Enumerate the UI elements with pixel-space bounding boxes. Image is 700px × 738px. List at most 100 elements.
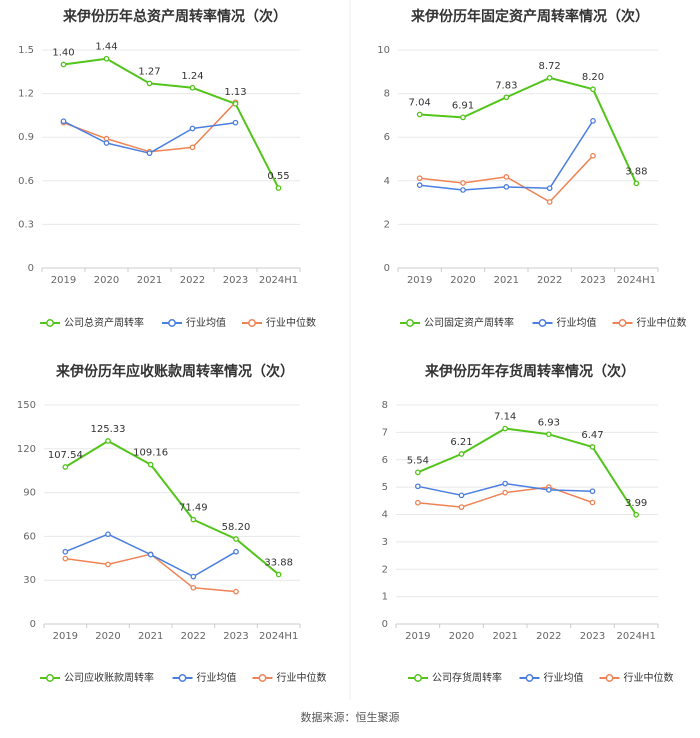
data-point-company — [147, 461, 154, 468]
data-label: 1.44 — [95, 42, 117, 53]
data-label: 1.13 — [224, 87, 246, 98]
data-source: 数据来源：恒生聚源 — [300, 711, 400, 724]
data-point-company — [545, 431, 552, 438]
y-tick-label: 2 — [382, 564, 388, 575]
data-point-avg — [60, 118, 67, 125]
data-point-company — [146, 80, 153, 87]
data-label: 125.33 — [91, 424, 126, 435]
y-tick-label: 6 — [382, 455, 388, 466]
x-tick-label: 2021 — [137, 275, 162, 286]
data-point-median — [62, 555, 69, 562]
data-point-company — [232, 100, 239, 107]
data-point-avg — [105, 531, 111, 538]
data-point-avg — [146, 150, 153, 157]
legend-label-company: 公司存货周转率 — [432, 671, 502, 684]
legend-marker-avg — [168, 319, 176, 327]
data-point-median — [233, 588, 239, 595]
series-line-median — [63, 101, 237, 153]
x-tick-label: 2021 — [492, 631, 517, 642]
legend-marker-company — [46, 674, 54, 682]
y-tick-label: 1.5 — [18, 45, 34, 56]
data-label: 33.88 — [264, 558, 293, 569]
data-label: 71.49 — [179, 503, 208, 514]
data-point-median — [190, 584, 197, 591]
chart-panel-3: 来伊份历年应收账款周转率情况（次） 0 30 60 90 120 150 2019 2020 20… — [17, 363, 327, 684]
y-tick-label: 6 — [384, 132, 390, 143]
data-point-company — [233, 536, 239, 542]
x-tick-label: 2022 — [180, 275, 205, 286]
x-tick-label: 2024H1 — [616, 631, 655, 642]
data-point-median — [189, 144, 196, 151]
legend-label-company: 公司总资产周转率 — [64, 316, 144, 329]
x-tick-label: 2023 — [580, 631, 605, 642]
data-point-avg — [147, 551, 154, 558]
y-tick-label: 90 — [23, 488, 36, 499]
chart-panel-1: 来伊份历年总资产周转率情况（次） 0 0.3 0.6 0.9 1.2 1.5 2019 2020… — [18, 8, 316, 329]
data-point-avg — [232, 119, 239, 126]
data-point-avg — [546, 185, 553, 192]
data-label: 3.99 — [625, 498, 647, 509]
x-tick-label: 2019 — [407, 275, 432, 286]
series-line-company — [64, 440, 280, 576]
x-tick-label: 2023 — [223, 631, 248, 642]
data-point-company — [546, 75, 553, 81]
y-tick-label: 7 — [382, 427, 388, 438]
x-tick-label: 2021 — [138, 631, 163, 642]
x-tick-label: 2024H1 — [617, 275, 656, 286]
data-point-company — [416, 111, 423, 118]
data-label: 8.72 — [539, 61, 561, 72]
legend-label-median: 行业中位数 — [637, 316, 687, 329]
legend-marker-median — [258, 674, 267, 682]
series-line-company — [417, 427, 638, 516]
x-tick-label: 2022 — [537, 275, 562, 286]
chart-panel-4: 来伊份历年存货周转率情况（次） 0 1 2 3 4 5 6 7 8 2019 2020 2021 2022… — [382, 363, 674, 684]
y-tick-label: 2 — [384, 219, 390, 230]
data-point-company — [589, 444, 596, 450]
data-point-median — [105, 561, 111, 568]
data-point-company — [103, 55, 110, 62]
chart-title: 来伊份历年存货周转率情况（次） — [424, 363, 635, 380]
x-tick-label: 2020 — [94, 275, 119, 286]
y-tick-label: 3 — [382, 537, 388, 548]
data-point-company — [460, 114, 466, 121]
x-tick-label: 2024H1 — [259, 275, 298, 286]
y-tick-label: 0.6 — [18, 176, 34, 187]
data-label: 6.93 — [538, 417, 560, 428]
data-point-company — [275, 571, 282, 578]
data-point-avg — [590, 118, 596, 124]
y-tick-label: 1 — [382, 592, 388, 603]
y-tick-label: 0 — [30, 619, 36, 630]
x-tick-label: 2023 — [223, 275, 248, 286]
data-label: 58.20 — [222, 522, 251, 533]
legend-label-company: 公司应收账款周转率 — [64, 671, 154, 684]
x-tick-label: 2019 — [405, 631, 430, 642]
data-point-company — [633, 511, 640, 518]
legend-marker-avg — [538, 319, 547, 327]
data-point-avg — [589, 488, 596, 495]
data-label: 1.27 — [138, 66, 160, 77]
data-point-avg — [503, 184, 510, 190]
chart-title: 来伊份历年固定资产周转率情况（次） — [410, 8, 649, 25]
x-tick-label: 2022 — [536, 631, 561, 642]
y-tick-label: 8 — [382, 400, 388, 411]
legend-marker-company — [414, 674, 422, 682]
data-label: 5.54 — [407, 455, 429, 466]
data-label: 7.04 — [409, 98, 431, 109]
data-point-median — [546, 199, 553, 205]
y-tick-label: 8 — [384, 89, 390, 100]
data-label: 1.40 — [52, 48, 74, 59]
legend-marker-avg — [525, 674, 534, 682]
y-tick-label: 0.3 — [18, 219, 34, 230]
data-point-median — [502, 489, 509, 496]
legend-marker-avg — [178, 674, 187, 682]
data-point-company — [633, 180, 640, 187]
data-label: 6.21 — [450, 437, 472, 448]
data-point-median — [460, 180, 466, 186]
x-tick-label: 2023 — [580, 275, 605, 286]
data-point-company — [590, 86, 596, 93]
chart-panel-2: 来伊份历年固定资产周转率情况（次） 0 2 4 6 8 10 2019 2020 2021 2022… — [377, 8, 686, 329]
series-line-company — [63, 57, 280, 189]
x-tick-label: 2019 — [51, 275, 76, 286]
data-point-avg — [103, 140, 110, 146]
legend-label-avg: 行业均值 — [544, 671, 584, 684]
